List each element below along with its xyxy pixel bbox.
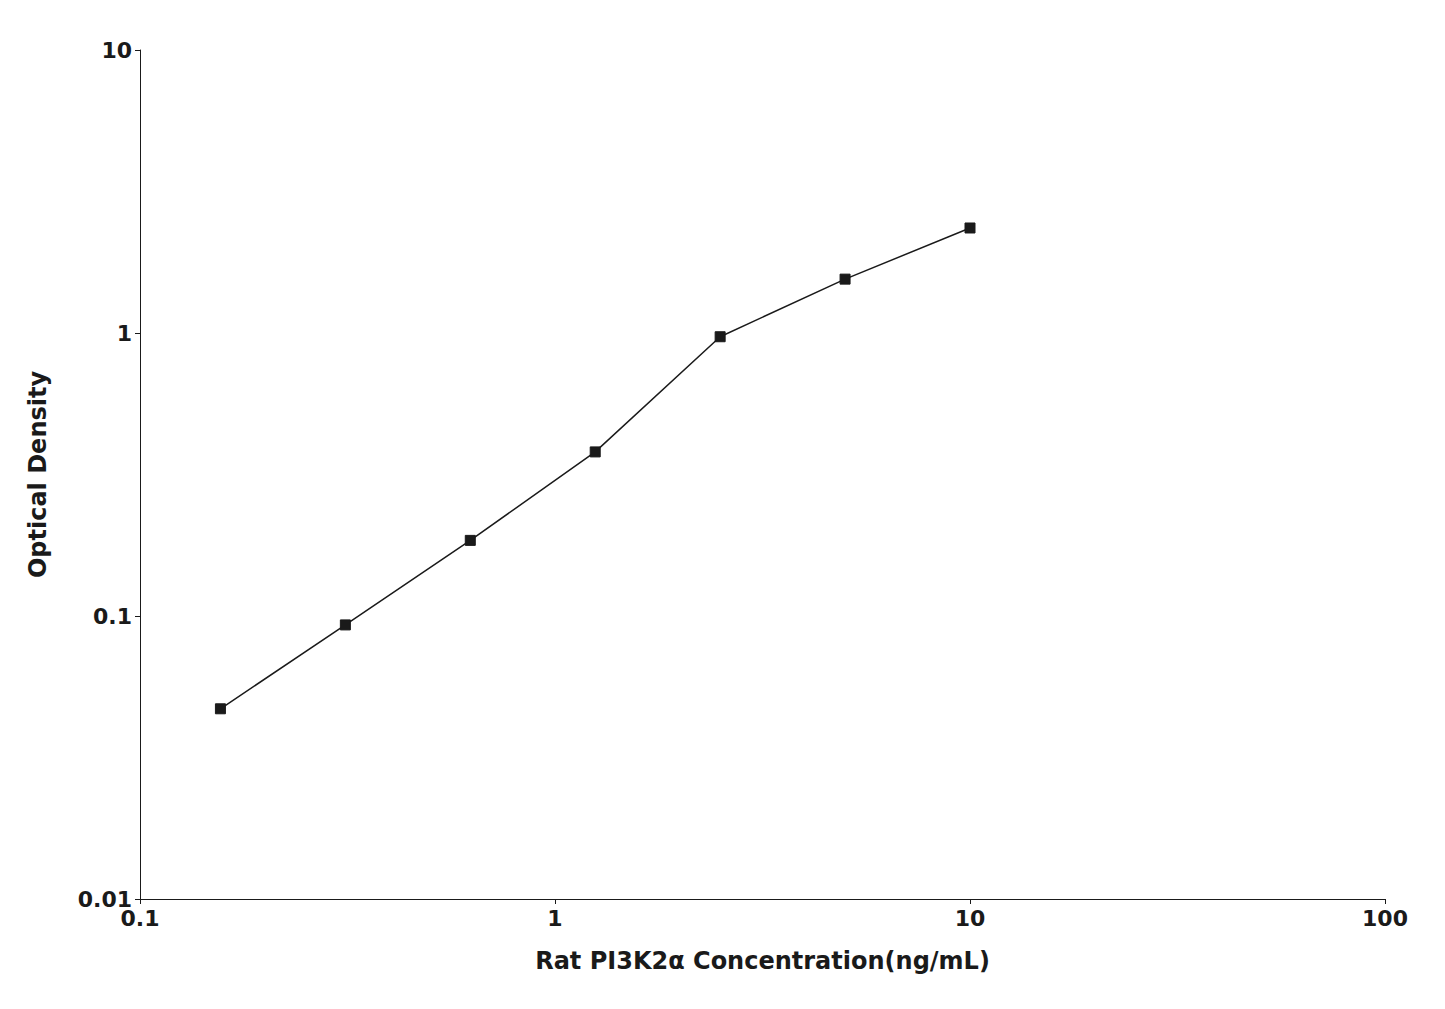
svg-text:0.1: 0.1 [121, 906, 160, 931]
svg-text:0.1: 0.1 [93, 604, 132, 629]
svg-text:1: 1 [117, 321, 132, 346]
svg-text:100: 100 [1362, 906, 1408, 931]
svg-text:Rat PI3K2α Concentration(ng/mL: Rat PI3K2α Concentration(ng/mL) [535, 947, 990, 975]
svg-text:10: 10 [101, 38, 132, 63]
svg-text:10: 10 [955, 906, 986, 931]
svg-text:Optical Density: Optical Density [24, 371, 52, 579]
svg-text:0.01: 0.01 [77, 886, 132, 912]
svg-text:1: 1 [547, 906, 562, 931]
